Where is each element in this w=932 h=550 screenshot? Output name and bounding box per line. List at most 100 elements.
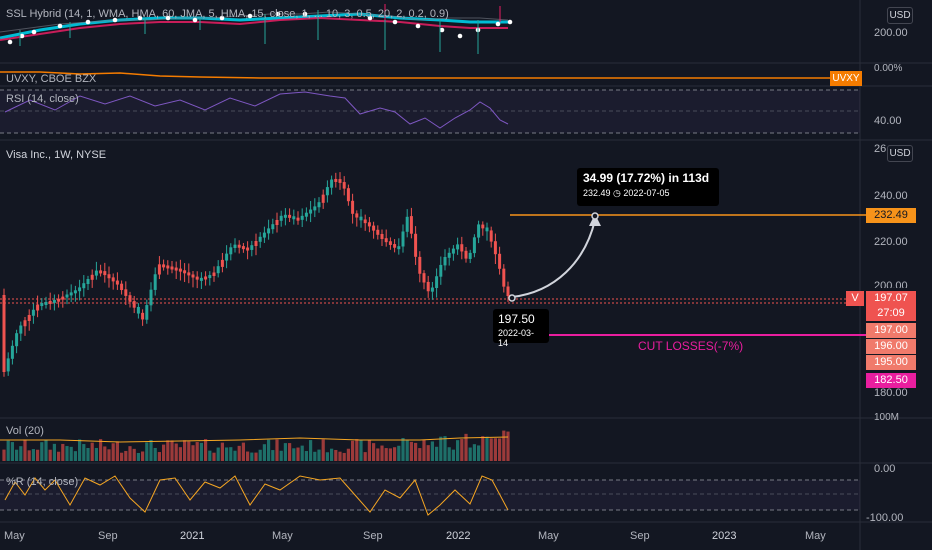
candle-body	[170, 266, 174, 270]
candle-body	[191, 274, 195, 278]
volume-bar	[485, 436, 489, 461]
volume-bar	[233, 450, 237, 461]
candle-body	[418, 256, 422, 274]
candle-body	[44, 302, 48, 305]
volume-bar	[367, 439, 371, 461]
candle-body	[342, 182, 346, 189]
volume-bar	[208, 450, 212, 461]
volume-bar	[250, 452, 254, 461]
wr-line	[4, 475, 509, 516]
candle-body	[2, 295, 6, 372]
volume-bar	[199, 442, 203, 461]
main-currency-button[interactable]: USD	[887, 145, 913, 162]
volume-bar	[136, 452, 140, 461]
volume-bar	[309, 440, 313, 461]
candle-body	[451, 248, 455, 254]
candle-body	[166, 265, 170, 269]
candle-body	[493, 241, 497, 255]
candle-body	[141, 312, 145, 320]
candle-body	[334, 178, 338, 182]
cut-losses-label[interactable]: CUT LOSSES(-7%)	[638, 339, 744, 353]
candle-body	[439, 264, 443, 277]
volume-bar	[346, 448, 350, 461]
volume-bar	[44, 440, 48, 461]
time-label-sep-2022: Sep	[630, 530, 650, 542]
main-axis-220: 220.00	[874, 236, 908, 248]
volume-bar	[380, 445, 384, 461]
volume-bar	[359, 440, 363, 461]
target-price-tag: 232.49	[866, 208, 916, 223]
volume-bar	[124, 450, 128, 461]
candle-body	[304, 212, 308, 217]
volume-bar	[86, 447, 90, 461]
uvxy-title[interactable]: UVXY, CBOE BZX	[6, 73, 97, 85]
candle-body	[384, 238, 388, 243]
candle-body	[250, 245, 254, 250]
volume-bar	[157, 452, 161, 461]
candle-body	[330, 179, 334, 188]
candle-body	[15, 333, 19, 347]
candle-body	[262, 232, 266, 238]
candle-body	[506, 286, 510, 296]
current-price-tag: 197.07	[866, 291, 916, 306]
volume-bar	[258, 449, 262, 461]
volume-title[interactable]: Vol (20)	[6, 425, 44, 437]
candle-body	[10, 345, 14, 359]
candle-body	[464, 250, 468, 259]
candle-body	[351, 200, 355, 214]
ssl-currency-button[interactable]: USD	[887, 7, 913, 24]
volume-bar	[6, 440, 10, 461]
candle-body	[115, 280, 119, 285]
ssl-hybrid-title[interactable]: SSL Hybrid (14, 1, WMA, HMA, 60, JMA, 5,…	[6, 8, 449, 20]
volume-bar	[405, 440, 409, 461]
candle-body	[388, 241, 392, 245]
candle-body	[99, 270, 103, 274]
candle-body	[309, 209, 313, 214]
rsi-title[interactable]: RSI (14, close)	[6, 93, 79, 105]
gain-summary: 34.99 (17.72%) in 113d	[583, 171, 710, 185]
projection-arrow	[508, 212, 601, 302]
candle-body	[86, 279, 90, 284]
williams-r-title[interactable]: %R (14, close)	[6, 476, 79, 488]
volume-bar	[430, 441, 434, 461]
candle-body	[94, 270, 98, 276]
candle-body	[124, 289, 128, 296]
candle-body	[69, 292, 73, 296]
volume-bar	[237, 445, 241, 461]
volume-bar	[401, 437, 405, 461]
candle-body	[187, 272, 191, 276]
volume-bar	[73, 451, 77, 461]
volume-bar	[325, 452, 329, 461]
volume-bar	[57, 451, 61, 461]
candle-body	[376, 229, 380, 235]
volume-bar	[178, 447, 182, 461]
candle-body	[401, 231, 405, 247]
candle-body	[267, 228, 271, 234]
candle-body	[489, 230, 493, 242]
candle-body	[405, 216, 409, 232]
ssl-hybrid-lines	[0, 4, 513, 54]
volume-bar	[27, 450, 31, 461]
clock-icon: ◷	[613, 188, 621, 198]
volume-bar	[36, 449, 40, 461]
volume-bar	[2, 449, 6, 461]
candle-body	[36, 304, 40, 311]
entry-tooltip[interactable]: 197.50 2022-03-14	[493, 309, 549, 348]
candle-body	[279, 215, 283, 221]
main-price-guides	[0, 214, 866, 336]
rsi-band	[0, 89, 860, 134]
candle-body	[65, 294, 69, 298]
candle-body	[346, 188, 350, 202]
price-range-tooltip[interactable]: 34.99 (17.72%) in 113d 232.49 ◷ 2022-07-…	[577, 168, 719, 206]
main-symbol-title[interactable]: Visa Inc., 1W, NYSE	[6, 149, 107, 161]
volume-bar	[262, 444, 266, 461]
volume-bar	[388, 448, 392, 461]
candle-body	[48, 300, 52, 304]
candle-body	[292, 216, 296, 220]
volume-bar	[338, 451, 342, 461]
uvxy-tag: UVXY	[830, 71, 862, 86]
volume-bar	[372, 443, 376, 461]
candle-body	[275, 220, 279, 225]
